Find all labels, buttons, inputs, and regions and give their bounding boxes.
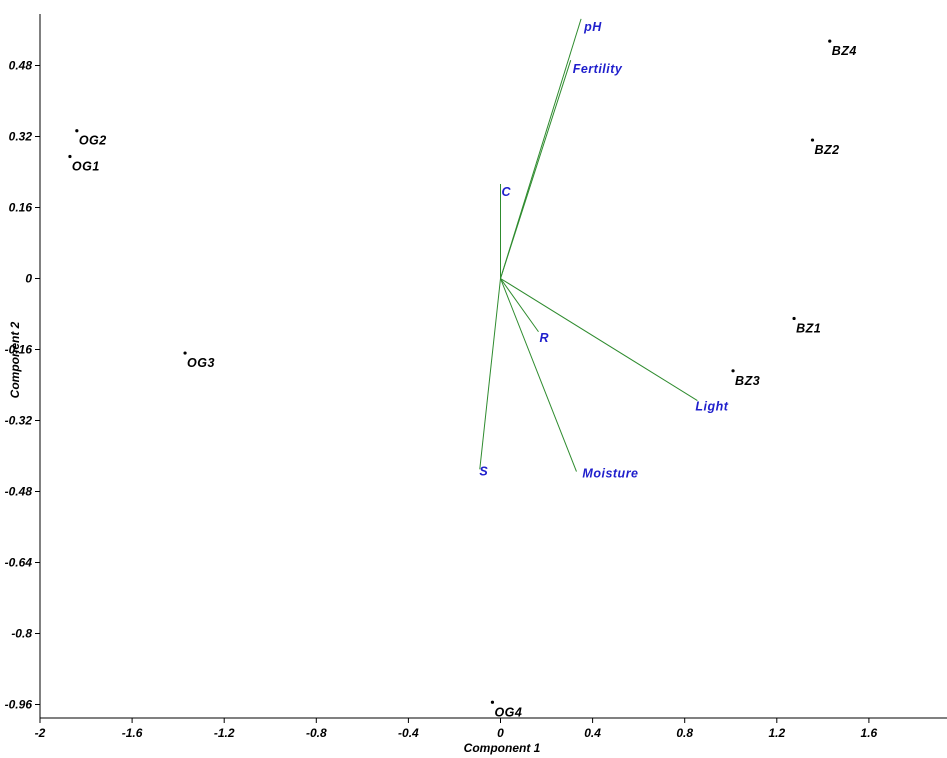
vector-line xyxy=(500,278,577,472)
vector-line xyxy=(479,278,501,470)
y-tick-label: -0.48 xyxy=(5,485,33,499)
y-tick-label: 0.48 xyxy=(9,59,33,73)
sample-point-label: BZ4 xyxy=(832,44,857,58)
sample-point xyxy=(828,39,832,43)
y-tick-label: 0.32 xyxy=(9,130,33,144)
sample-point xyxy=(810,138,815,142)
x-tick-label: -2 xyxy=(35,726,46,740)
x-tick-label: -0.8 xyxy=(306,726,327,740)
x-tick-label: 0.8 xyxy=(676,726,693,740)
x-tick-label: -1.2 xyxy=(214,726,235,740)
sample-point xyxy=(68,154,72,159)
x-tick-label: -1.6 xyxy=(122,726,143,740)
y-tick-label: -0.32 xyxy=(5,414,33,428)
y-tick-label: -0.96 xyxy=(5,698,33,712)
x-tick-label: 0.4 xyxy=(584,726,601,740)
x-axis-title: Component 1 xyxy=(464,741,541,755)
vector-label: Moisture xyxy=(582,467,638,481)
sample-point-label: BZ3 xyxy=(735,374,760,388)
vector-label: Light xyxy=(695,400,728,414)
x-tick-label: -0.4 xyxy=(398,726,419,740)
vector-label: Fertility xyxy=(573,62,623,76)
vector-label: pH xyxy=(583,20,602,34)
vector-label: S xyxy=(479,464,488,478)
sample-point xyxy=(75,129,79,133)
y-tick-label: -0.16 xyxy=(5,343,33,357)
y-tick-label: 0.16 xyxy=(9,201,33,215)
sample-point xyxy=(183,351,187,355)
y-tick-label: -0.64 xyxy=(5,556,33,570)
y-axis-title: Component 2 xyxy=(8,321,22,398)
sample-point-label: OG3 xyxy=(187,356,215,370)
points-layer: OG2 OG1 OG3 OG4 BZ4 BZ2 BZ1 BZ3 xyxy=(68,39,857,719)
vector-line xyxy=(500,60,572,279)
y-tick-label: 0 xyxy=(25,272,32,286)
vectors-layer: pH Fertility C R Light Moisture S xyxy=(479,18,728,481)
vector-label: R xyxy=(539,331,549,345)
sample-point-label: BZ2 xyxy=(814,143,839,157)
x-tick-label: 0 xyxy=(497,726,504,740)
vector-label: C xyxy=(502,185,512,199)
axes-layer: -2 -1.6 -1.2 -0.8 -0.4 0 0.4 0.8 1.2 1.6 0.48 0.32 0… xyxy=(5,14,947,740)
sample-point-label: OG1 xyxy=(72,159,100,173)
vector-line xyxy=(500,278,539,333)
x-tick-label: 1.6 xyxy=(861,726,878,740)
sample-point-label: OG2 xyxy=(79,134,107,148)
sample-point-label: BZ1 xyxy=(796,321,821,335)
sample-point xyxy=(792,316,796,321)
sample-point xyxy=(731,369,735,373)
sample-point xyxy=(490,700,495,704)
x-tick-label: 1.2 xyxy=(768,726,785,740)
sample-point-label: OG4 xyxy=(494,705,522,719)
vector-line xyxy=(500,278,698,401)
y-tick-label: -0.8 xyxy=(11,627,32,641)
